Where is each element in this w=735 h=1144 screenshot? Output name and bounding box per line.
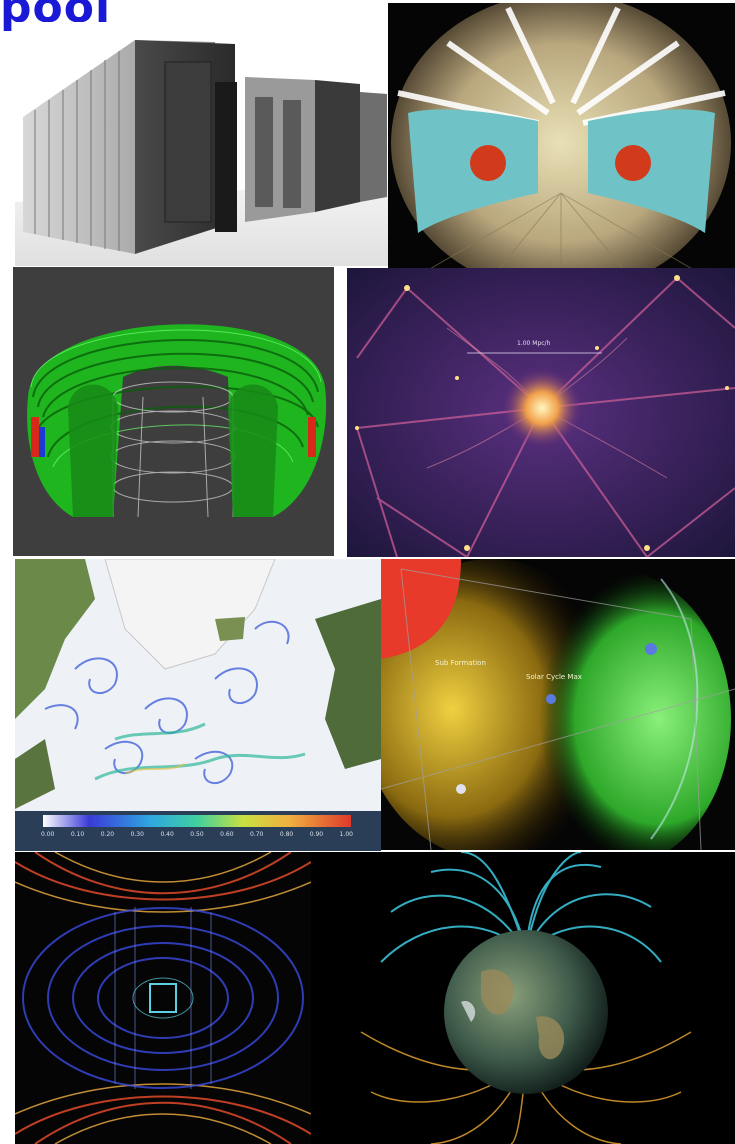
- colorbar-tick: 0.20: [100, 831, 115, 838]
- colorbar-tick: 0.80: [279, 831, 294, 838]
- colorbar-tick: 0.30: [130, 831, 144, 838]
- cosmic-web-scale-label: 1.00 Mpc/h: [517, 340, 551, 347]
- cosmic-web-simulation: 1.00 Mpc/h: [347, 268, 735, 557]
- fisheye-machine-room-photo: [388, 3, 735, 270]
- torus-streamlines-visualization: [13, 267, 334, 556]
- colorbar-tick: 0.10: [70, 831, 85, 838]
- colorbar-tick-labels: 0.00 0.10 0.20 0.30 0.40 0.50 0.60 0.70 …: [41, 831, 353, 838]
- volume-label-solar-cycle: Solar Cycle Max: [526, 673, 582, 681]
- colorbar-tick: 0.00: [41, 831, 55, 838]
- magnetic-field-lines-visualization: [15, 852, 311, 1144]
- colorbar-tick: 1.00: [339, 831, 353, 838]
- colorbar-tick: 0.90: [309, 831, 324, 838]
- colorbar-tick: 0.40: [160, 831, 174, 838]
- earth-magnetic-field-visualization: [311, 852, 735, 1144]
- supercomputer-cabinets-photo: [15, 22, 388, 266]
- ocean-eddies-map: 0.00 0.10 0.20 0.30 0.40 0.50 0.60 0.70 …: [15, 559, 381, 851]
- colorbar-tick: 0.60: [220, 831, 234, 838]
- colorbar-tick: 0.50: [190, 831, 204, 838]
- volume-rendering-3d: Sub Formation Solar Cycle Max: [381, 559, 735, 850]
- volume-label-sub-formation: Sub Formation: [435, 659, 486, 667]
- colorbar-tick: 0.70: [250, 831, 264, 838]
